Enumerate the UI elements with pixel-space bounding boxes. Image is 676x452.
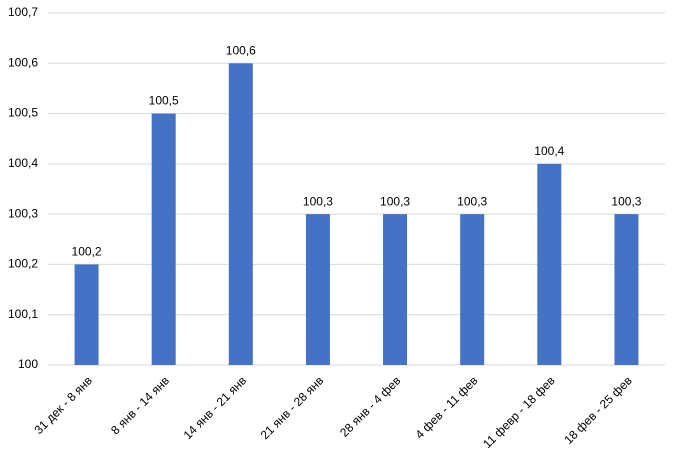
y-tick-label: 100,3	[8, 206, 38, 220]
y-tick-label: 100,7	[8, 5, 38, 19]
y-tick-label: 100,2	[8, 257, 38, 271]
bar	[305, 214, 330, 365]
x-tick-label: 18 фев - 25 фев	[561, 373, 634, 446]
x-tick-label: 11 февр - 18 фев	[480, 373, 558, 451]
bar	[228, 63, 253, 366]
bar	[74, 264, 99, 365]
x-tick-label: 14 янв - 21 янв	[181, 373, 250, 442]
data-label: 100,5	[149, 94, 179, 108]
data-label: 100,4	[534, 144, 564, 158]
y-tick-label: 100,6	[8, 55, 38, 69]
data-label: 100,3	[303, 194, 333, 208]
x-tick-label: 21 янв - 28 янв	[258, 373, 327, 442]
data-label: 100,2	[72, 245, 102, 259]
y-tick-label: 100,1	[8, 307, 38, 321]
x-tick-label: 28 янв - 4 фев	[337, 373, 403, 439]
data-label: 100,3	[380, 194, 410, 208]
x-tick-label: 31 дек - 8 янв	[31, 373, 94, 436]
x-tick-label: 4 фев - 11 фев	[412, 373, 480, 441]
data-label: 100,3	[457, 194, 487, 208]
data-label: 100,6	[226, 43, 256, 57]
bar	[537, 163, 562, 365]
y-tick-label: 100	[18, 357, 38, 371]
bar	[383, 214, 408, 365]
data-label: 100,3	[611, 194, 641, 208]
bar	[614, 214, 639, 365]
y-tick-label: 100,5	[8, 106, 38, 120]
x-tick-label: 8 янв - 14 янв	[108, 373, 172, 437]
bar	[151, 113, 176, 365]
bar	[460, 214, 485, 365]
y-tick-label: 100,4	[8, 156, 38, 170]
